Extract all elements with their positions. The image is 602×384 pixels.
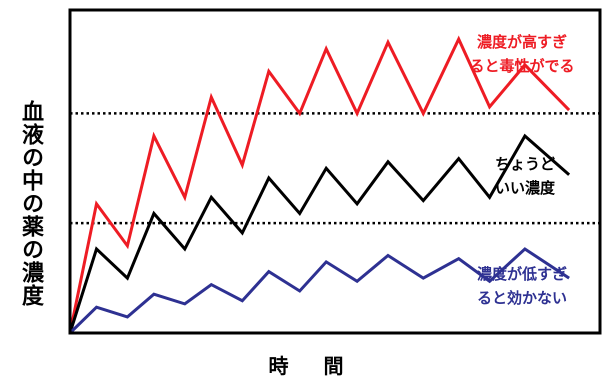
annotation-high-line-2: ると毒性がでる xyxy=(469,57,575,75)
x-axis-label: 時 間 xyxy=(268,354,358,378)
annotation-low-line-1: 濃度が低すぎ xyxy=(476,265,567,283)
annotation-low: 濃度が低すぎ ると効かない xyxy=(452,262,592,310)
annotation-low-line-2: ると効かない xyxy=(476,289,567,307)
reference-lines xyxy=(70,112,600,225)
series-line-optimal xyxy=(68,133,571,334)
series-line-low xyxy=(68,247,570,335)
annotation-optimal-line-1: ちょうど xyxy=(494,155,555,173)
annotation-high: 濃度が高すぎ ると毒性がでる xyxy=(452,30,592,78)
annotation-high-line-1: 濃度が高すぎ xyxy=(476,33,567,51)
y-axis-label-wrap: 血液の中の薬の濃度 xyxy=(14,78,46,328)
annotation-optimal: ちょうど いい濃度 xyxy=(470,152,580,200)
series-lines xyxy=(68,35,571,335)
y-axis-label: 血液の中の薬の濃度 xyxy=(18,99,43,307)
series-line-high xyxy=(68,35,571,334)
plot-frame xyxy=(68,8,602,335)
annotation-optimal-line-2: いい濃度 xyxy=(494,179,555,197)
